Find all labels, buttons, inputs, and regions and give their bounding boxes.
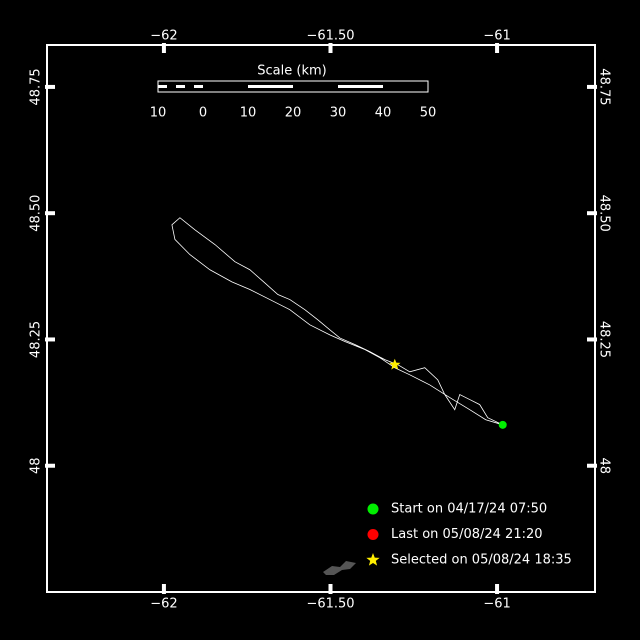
legend-marker <box>367 529 379 540</box>
x-tick-label: −61.50 <box>306 29 354 44</box>
legend-marker <box>366 553 380 566</box>
legend-label: Last on 05/08/24 21:20 <box>391 527 543 542</box>
land <box>323 561 356 575</box>
x-tick-label: −62 <box>150 29 177 44</box>
scale-label: 40 <box>375 106 392 121</box>
legend-label: Start on 04/17/24 07:50 <box>391 502 547 517</box>
y-tick-label: 48 <box>29 457 44 474</box>
scale-label: 0 <box>199 106 207 121</box>
scale-label: 30 <box>330 106 347 121</box>
x-tick-label: −61.50 <box>306 597 354 612</box>
x-tick-label: −61 <box>483 597 510 612</box>
scale-label: 10 <box>240 106 257 121</box>
y-tick-label: 48.25 <box>597 321 612 358</box>
legend-marker <box>367 503 379 515</box>
track <box>171 217 503 426</box>
y-tick-label: 48.75 <box>597 68 612 105</box>
legend-label: Selected on 05/08/24 18:35 <box>391 553 572 568</box>
y-tick-label: 48 <box>597 457 612 474</box>
x-tick-label: −62 <box>150 597 177 612</box>
y-tick-label: 48.50 <box>29 195 44 232</box>
scale-label: 10 <box>150 106 167 121</box>
y-tick-label: 48.75 <box>29 68 44 105</box>
y-tick-label: 48.25 <box>29 321 44 358</box>
x-tick-label: −61 <box>483 29 510 44</box>
start-point <box>498 420 507 429</box>
scale-title: Scale (km) <box>257 64 326 79</box>
frame <box>46 44 596 593</box>
y-tick-label: 48.50 <box>597 195 612 232</box>
scale-label: 50 <box>420 106 437 121</box>
selected-point <box>389 358 401 370</box>
scale-label: 20 <box>285 106 302 121</box>
